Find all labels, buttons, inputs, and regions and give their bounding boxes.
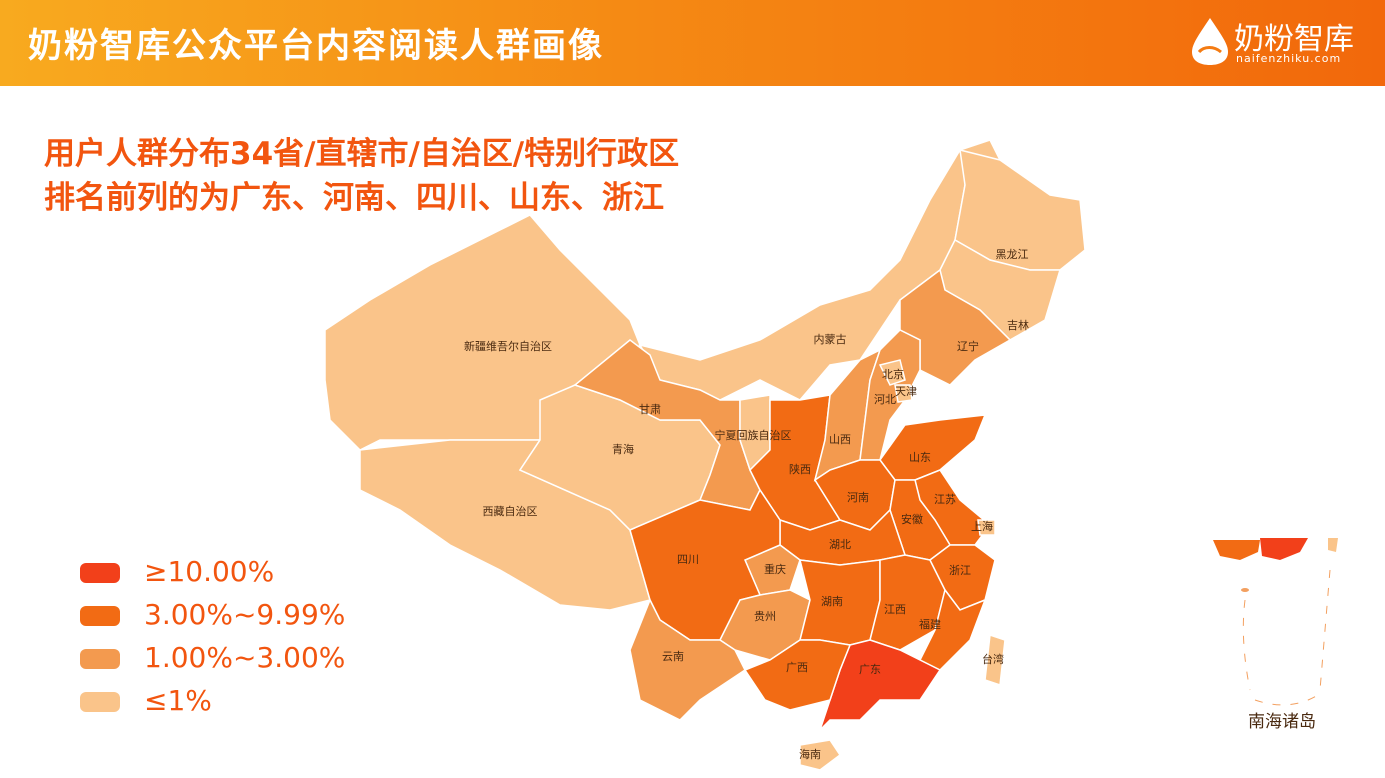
- province-label: 北京: [882, 367, 904, 381]
- province-label: 江西: [884, 603, 906, 616]
- province-label: 新疆维吾尔自治区: [464, 339, 552, 353]
- province: [977, 519, 996, 536]
- province-label: 海南: [799, 747, 821, 761]
- province-label: 山东: [909, 451, 931, 464]
- legend-label: 1.00%~3.00%: [144, 641, 345, 674]
- province-label: 河南: [847, 491, 869, 504]
- province-label: 广东: [859, 663, 881, 676]
- legend-swatch: [80, 692, 120, 712]
- province-label: 福建: [919, 617, 941, 631]
- province-label: 山西: [829, 433, 851, 446]
- logo-icon: [1192, 18, 1228, 65]
- province: [894, 384, 913, 403]
- province-label: 安徽: [901, 512, 923, 526]
- province-label: 陕西: [789, 462, 811, 476]
- province-label: 浙江: [949, 564, 971, 577]
- inset-label: 南海诸岛: [1248, 712, 1316, 732]
- legend-label: 3.00%~9.99%: [144, 598, 345, 631]
- province-label: 黑龙江: [996, 248, 1029, 261]
- legend-swatch: [80, 563, 120, 583]
- province-label: 天津: [895, 385, 917, 398]
- province-label: 湖北: [829, 538, 851, 551]
- logo-url: naifenzhiku.com: [1236, 52, 1342, 65]
- province: [878, 359, 906, 386]
- headline: 排名前列的为广东、河南、四川、山东、浙江: [44, 180, 664, 216]
- province-label: 河北: [874, 393, 896, 406]
- province-label: 广西: [786, 661, 808, 674]
- province-label: 重庆: [764, 562, 786, 576]
- province-label: 内蒙古: [814, 332, 847, 346]
- province-label: 吉林: [1007, 318, 1029, 332]
- province: [859, 329, 921, 461]
- legend-swatch: [80, 649, 120, 669]
- province: [799, 739, 842, 771]
- province-label: 云南: [662, 650, 684, 663]
- header-bar: 奶粉智库公众平台内容阅读人群画像 奶粉智库 naifenzhiku.com: [0, 0, 1385, 86]
- province: [984, 633, 1006, 687]
- south-sea-inset: 南海诸岛: [1213, 538, 1338, 732]
- province: [743, 639, 852, 711]
- province-label: 上海: [971, 519, 993, 533]
- legend-label: ≤1%: [144, 684, 212, 717]
- province-label: 四川: [677, 553, 699, 566]
- headline: 用户人群分布34省/直辖市/自治区/特别行政区: [44, 136, 680, 172]
- province-label: 湖南: [821, 595, 843, 608]
- province-label: 西藏自治区: [483, 504, 538, 518]
- legend-label: ≥10.00%: [144, 555, 274, 588]
- province: [879, 414, 987, 481]
- province-label: 甘肃: [639, 403, 661, 416]
- header-title: 奶粉智库公众平台内容阅读人群画像: [28, 26, 604, 66]
- province-label: 辽宁: [957, 339, 979, 353]
- province-label: 贵州: [754, 610, 776, 623]
- province: [918, 588, 987, 671]
- province-label: 青海: [612, 442, 634, 456]
- logo-name: 奶粉智库: [1234, 22, 1354, 57]
- province-label: 江苏: [934, 493, 956, 506]
- province-label: 台湾: [982, 652, 1004, 666]
- province-label: 宁夏回族自治区: [715, 428, 792, 442]
- legend-swatch: [80, 606, 120, 626]
